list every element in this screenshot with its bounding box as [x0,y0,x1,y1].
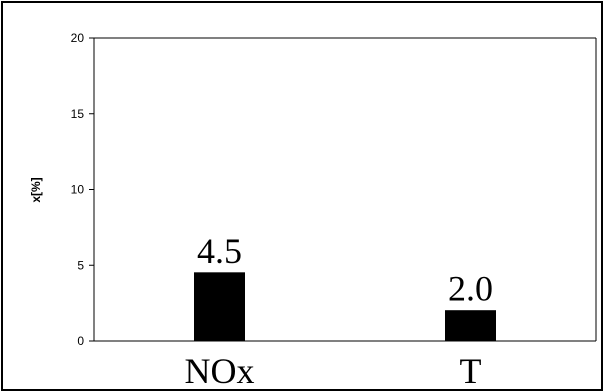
bar [194,272,245,342]
y-tick-label: 5 [77,258,84,272]
y-tick-label: 15 [71,107,85,121]
x-category-label: NOx [185,351,255,391]
x-category-label: T [460,351,482,391]
y-axis-label: x[%] [29,177,43,202]
y-tick-label: 20 [71,31,85,45]
data-label: 2.0 [448,269,493,309]
bar [445,310,496,342]
plot-area: 0 5 10 15 20 4.5 NOx 2.0 T [71,31,597,391]
y-tick-label: 0 [77,334,84,348]
data-label: 4.5 [197,231,242,271]
y-tick-label: 10 [71,183,85,197]
